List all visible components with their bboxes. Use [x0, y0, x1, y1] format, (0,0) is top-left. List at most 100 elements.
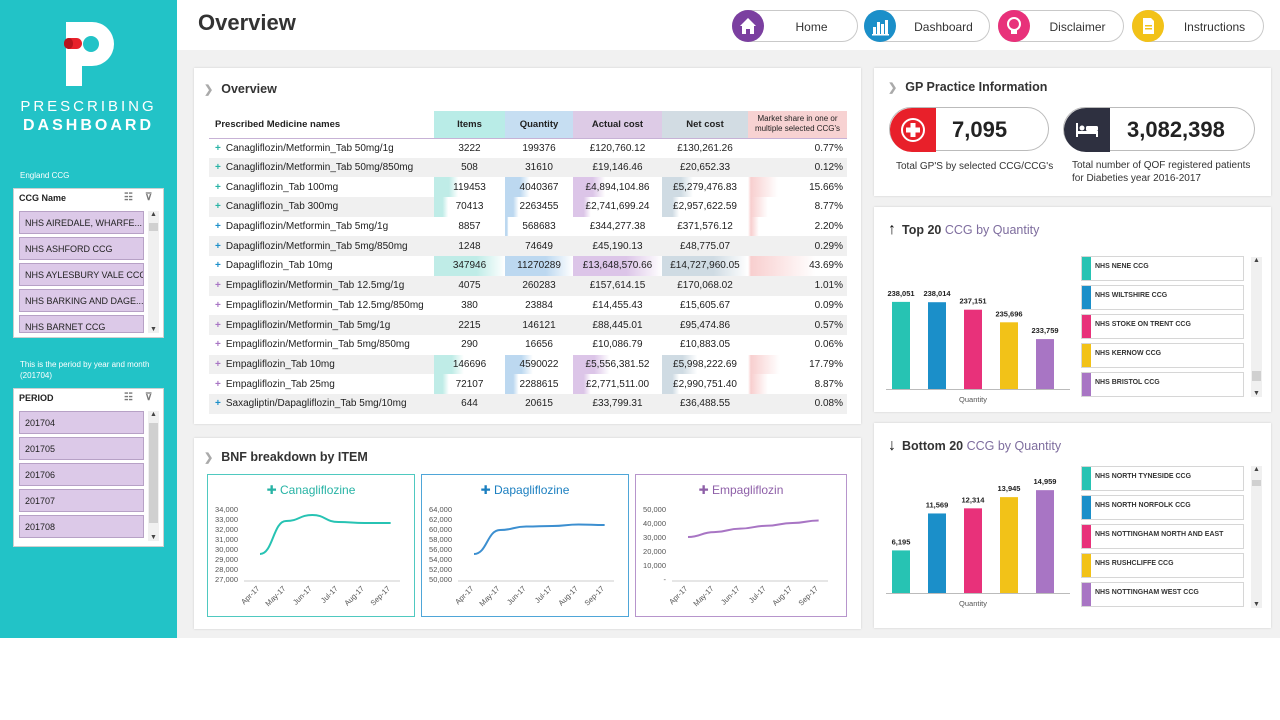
legend-item[interactable]: NHS NOTTINGHAM WEST CCG [1081, 582, 1244, 607]
expand-icon[interactable]: + [215, 280, 221, 292]
bar[interactable] [964, 508, 982, 593]
table-row[interactable]: + Empagliflozin/Metformin_Tab 5mg/850mg 29… [209, 335, 847, 355]
bar[interactable] [928, 302, 946, 389]
legend-item[interactable]: NHS NOTTINGHAM NORTH AND EAST [1081, 524, 1244, 549]
table-row[interactable]: + Dapagliflozin_Tab 10mg 347946 11270289 £13… [209, 256, 847, 276]
table-row[interactable]: + Empagliflozin_Tab 10mg 146696 4590022 £5,5… [209, 354, 847, 375]
bar[interactable] [1000, 322, 1018, 389]
period-slicer-item[interactable]: 201705 [19, 437, 144, 460]
legend-item[interactable]: NHS BRISTOL CCG [1081, 372, 1244, 397]
period-slicer-item[interactable]: 201708 [19, 515, 144, 538]
gp-info-panel: ❯ GP Practice Information 7,095 Total GP'… [874, 68, 1271, 196]
expand-icon[interactable]: + [215, 162, 221, 174]
ccg-slicer-item[interactable]: NHS AIREDALE, WHARFE... [19, 211, 144, 234]
bar[interactable] [1000, 497, 1018, 593]
expand-icon[interactable]: + [215, 221, 221, 233]
cell-name: + Canagliflozin/Metformin_Tab 50mg/850mg [209, 157, 434, 178]
scroll-up-icon[interactable]: ▲ [1253, 466, 1260, 473]
expand-icon[interactable]: + [215, 398, 221, 410]
ccg-slicer-item[interactable]: NHS ASHFORD CCG [19, 237, 144, 260]
expand-icon[interactable]: + [215, 201, 221, 213]
col-header-items[interactable]: Items [434, 111, 505, 139]
bottom20-legend-scrollbar[interactable]: ▲ ▼ [1251, 466, 1262, 608]
scroll-up-icon[interactable]: ▲ [150, 211, 157, 218]
scroll-thumb[interactable] [149, 223, 158, 231]
multi-select-icon[interactable]: ☷ [124, 192, 133, 203]
table-row[interactable]: + Canagliflozin/Metformin_Tab 50mg/850mg 5… [209, 157, 847, 178]
cell-actual: £2,771,511.00 [573, 374, 662, 394]
table-row[interactable]: + Canagliflozin/Metformin_Tab 50mg/1g 3222… [209, 138, 847, 158]
clear-filter-icon[interactable]: ⊽ [145, 192, 153, 203]
col-header-net-cost[interactable]: Net cost [662, 111, 748, 139]
series-line[interactable] [259, 513, 391, 555]
expand-icon[interactable]: + [215, 299, 221, 311]
col-header-market-share[interactable]: Market share in one or multiple selected… [748, 111, 847, 139]
period-slicer-item[interactable]: 201704 [19, 411, 144, 434]
table-row[interactable]: + Dapagliflozin/Metformin_Tab 5mg/1g 8857 5… [209, 216, 847, 237]
top20-legend-scrollbar[interactable]: ▲ ▼ [1251, 257, 1262, 397]
clear-filter-icon[interactable]: ⊽ [145, 392, 153, 403]
nav-instructions-button[interactable]: Instructions [1132, 10, 1264, 42]
expand-icon[interactable]: + [215, 260, 221, 272]
expand-icon[interactable]: + [215, 181, 221, 193]
cell-quantity: 4590022 [505, 354, 573, 375]
nav-disclaimer-button[interactable]: Disclaimer [998, 10, 1124, 42]
scroll-down-icon[interactable]: ▼ [1253, 601, 1260, 608]
series-line[interactable] [473, 523, 605, 555]
scroll-up-icon[interactable]: ▲ [150, 411, 157, 418]
table-row[interactable]: + Canagliflozin_Tab 300mg 70413 2263455 £2,7… [209, 197, 847, 217]
bar[interactable] [892, 301, 910, 389]
table-row[interactable]: + Empagliflozin/Metformin_Tab 5mg/1g 2215 1… [209, 315, 847, 335]
table-row[interactable]: + Empagliflozin_Tab 25mg 72107 2288615 £2,77… [209, 374, 847, 394]
scroll-up-icon[interactable]: ▲ [1253, 257, 1260, 264]
scroll-thumb[interactable] [1252, 371, 1261, 381]
overview-panel-title: ❯ Overview [204, 82, 277, 96]
legend-item[interactable]: NHS RUSHCLIFFE CCG [1081, 553, 1244, 578]
bar[interactable] [964, 309, 982, 389]
ccg-slicer-item[interactable]: NHS AYLESBURY VALE CCG [19, 263, 144, 286]
period-slicer-scrollbar[interactable]: ▲ ▼ [148, 411, 159, 541]
expand-icon[interactable]: + [215, 240, 221, 252]
expand-icon[interactable]: + [215, 378, 221, 390]
expand-icon[interactable]: + [215, 339, 221, 351]
ccg-slicer-item[interactable]: NHS BARKING AND DAGE... [19, 289, 144, 312]
nav-home-button[interactable]: Home [732, 10, 858, 42]
col-header-quantity[interactable]: Quantity [505, 111, 573, 139]
bar[interactable] [928, 513, 946, 593]
scroll-down-icon[interactable]: ▼ [150, 326, 157, 333]
col-header-name[interactable]: Prescribed Medicine names [209, 111, 434, 139]
scroll-down-icon[interactable]: ▼ [1253, 390, 1260, 397]
period-slicer-item[interactable]: 201707 [19, 489, 144, 512]
legend-item[interactable]: NHS NENE CCG [1081, 256, 1244, 281]
scroll-down-icon[interactable]: ▼ [150, 534, 157, 541]
ccg-slicer[interactable]: CCG Name ☷ ⊽ NHS AIREDALE, WHARFE... NHS… [13, 188, 164, 338]
expand-icon[interactable]: + [215, 142, 221, 154]
legend-item[interactable]: NHS STOKE ON TRENT CCG [1081, 314, 1244, 339]
legend-item[interactable]: NHS KERNOW CCG [1081, 343, 1244, 368]
table-row[interactable]: + Dapagliflozin/Metformin_Tab 5mg/850mg 12… [209, 236, 847, 257]
x-tick-label: May-17 [477, 584, 501, 608]
bar[interactable] [892, 550, 910, 593]
period-slicer-item[interactable]: 201706 [19, 463, 144, 486]
table-row[interactable]: + Empagliflozin/Metformin_Tab 12.5mg/1g 40… [209, 275, 847, 296]
period-slicer[interactable]: PERIOD ☷ ⊽ 201704 201705 201706 201707 2… [13, 388, 164, 547]
table-row[interactable]: + Saxagliptin/Dapagliflozin_Tab 5mg/10mg 6… [209, 393, 847, 414]
legend-item[interactable]: NHS NORTH TYNESIDE CCG [1081, 466, 1244, 491]
multi-select-icon[interactable]: ☷ [124, 392, 133, 403]
ccg-slicer-scrollbar[interactable]: ▲ ▼ [148, 211, 159, 333]
col-header-actual-cost[interactable]: Actual cost [573, 111, 662, 139]
y-tick-label: 50,000 [429, 575, 452, 584]
scroll-thumb[interactable] [149, 423, 158, 523]
bar[interactable] [1036, 490, 1054, 593]
scroll-thumb[interactable] [1252, 480, 1261, 486]
legend-item[interactable]: NHS NORTH NORFOLK CCG [1081, 495, 1244, 520]
bar[interactable] [1036, 339, 1054, 389]
nav-dashboard-button[interactable]: Dashboard [864, 10, 990, 42]
ccg-slicer-item[interactable]: NHS BARNET CCG [19, 315, 144, 333]
expand-icon[interactable]: + [215, 358, 221, 370]
expand-icon[interactable]: + [215, 319, 221, 331]
table-row[interactable]: + Canagliflozin_Tab 100mg 119453 4040367 £4,… [209, 177, 847, 198]
table-row[interactable]: + Empagliflozin/Metformin_Tab 12.5mg/850m… [209, 296, 847, 316]
series-line[interactable] [687, 519, 819, 538]
legend-item[interactable]: NHS WILTSHIRE CCG [1081, 285, 1244, 310]
